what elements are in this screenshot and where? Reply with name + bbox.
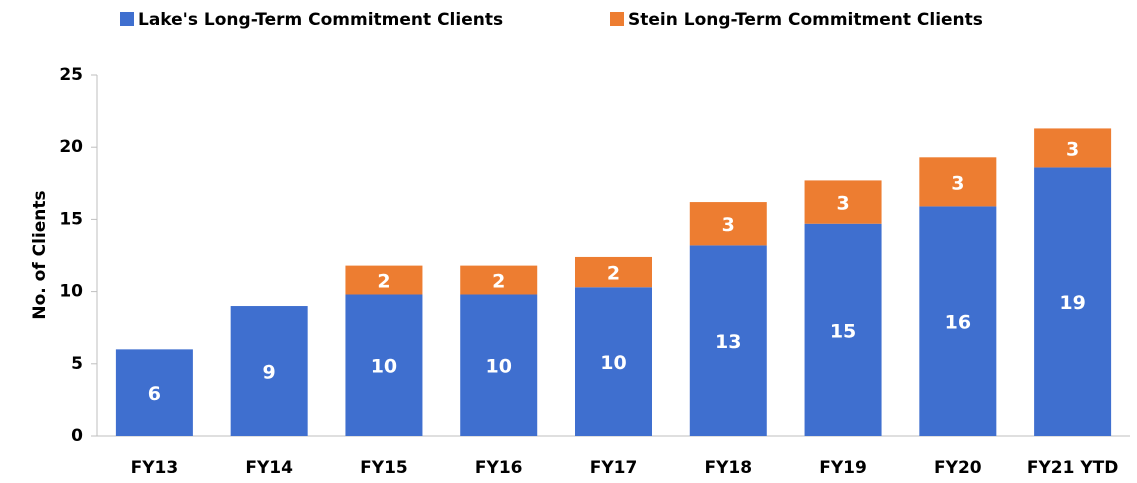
data-label: 10: [371, 356, 397, 378]
legend-swatch: [120, 12, 134, 26]
bar-segment: [115, 349, 193, 436]
bar-segment: [575, 287, 652, 436]
x-tick-label: FY18: [704, 458, 752, 478]
y-tick-label: 10: [59, 282, 83, 302]
data-label: 9: [263, 362, 276, 384]
x-tick-label: FY15: [360, 458, 408, 478]
y-tick-label: 0: [71, 426, 83, 446]
data-label: 2: [377, 271, 390, 293]
bar-segment: [689, 202, 767, 246]
data-label: 13: [715, 331, 741, 353]
data-label: 3: [1066, 138, 1079, 160]
y-tick-label: 25: [59, 65, 83, 85]
bar-segment: [804, 180, 882, 224]
legend-swatch: [610, 12, 624, 26]
x-tick-label: FY21 YTD: [1027, 458, 1119, 478]
data-label: 16: [945, 312, 971, 334]
bar-segment: [1034, 128, 1112, 168]
data-label: 19: [1059, 292, 1085, 314]
bar-segment: [460, 265, 538, 295]
data-label: 10: [600, 352, 626, 374]
x-tick-label: FY14: [245, 458, 293, 478]
data-label: 3: [836, 193, 849, 215]
y-tick-label: 15: [59, 209, 83, 229]
y-axis-title: No. of Clients: [30, 190, 50, 319]
bar-segment: [689, 245, 767, 436]
legend-label: Lake's Long-Term Commitment Clients: [138, 10, 503, 30]
bar-segment: [575, 256, 652, 288]
data-label: 10: [485, 356, 511, 378]
bar-segment: [919, 157, 997, 207]
bar-segment: [230, 306, 308, 436]
x-tick-label: FY16: [475, 458, 523, 478]
legend-label: Stein Long-Term Commitment Clients: [628, 10, 983, 30]
x-tick-label: FY17: [590, 458, 638, 478]
data-label: 6: [148, 383, 161, 405]
y-tick-label: 20: [59, 137, 83, 157]
bar-segment: [919, 206, 997, 436]
bar-segment: [345, 294, 423, 436]
x-tick-label: FY19: [819, 458, 867, 478]
data-label: 3: [722, 214, 735, 236]
x-tick-label: FY20: [934, 458, 982, 478]
data-label: 2: [492, 271, 505, 293]
data-label: 15: [830, 320, 856, 342]
data-label: 2: [607, 263, 620, 285]
x-tick-label: FY13: [131, 458, 179, 478]
bar-segment: [1034, 167, 1112, 436]
bar-segment: [460, 294, 538, 436]
y-tick-label: 5: [71, 354, 83, 374]
bar-segment: [804, 223, 882, 436]
data-label: 3: [951, 172, 964, 194]
bar-segment: [345, 265, 423, 295]
